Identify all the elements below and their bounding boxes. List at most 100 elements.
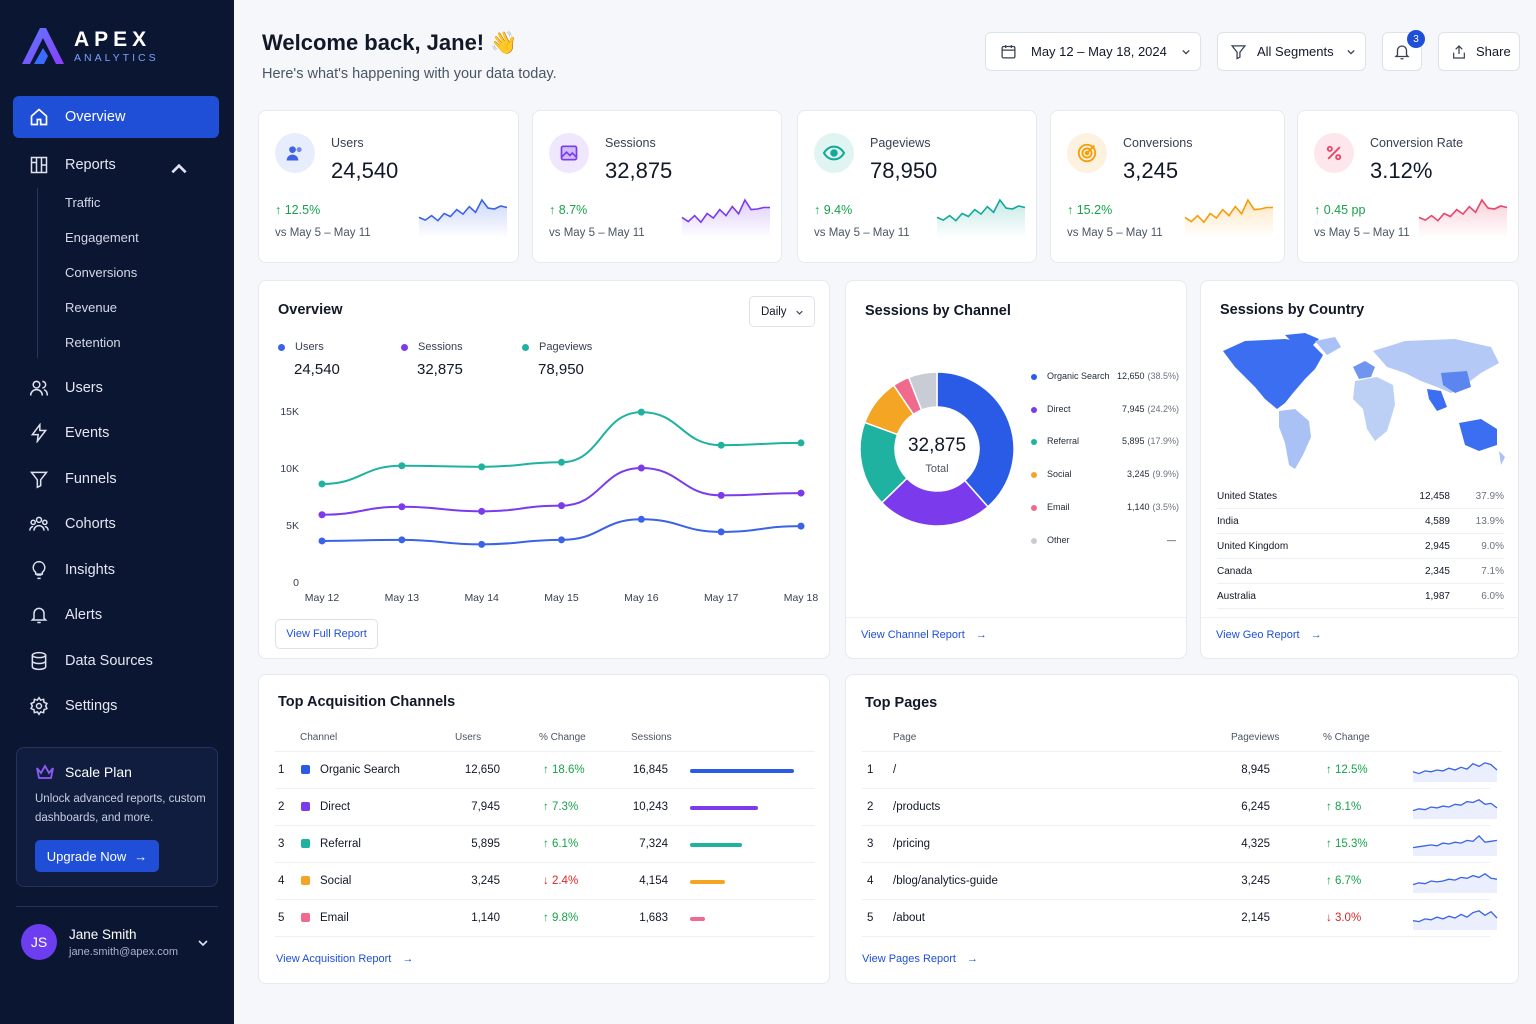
channel-name: Referral — [1047, 436, 1080, 447]
table-row[interactable]: 3 Referral 5,895 ↑ 6.1% 7,324 — [275, 826, 815, 863]
kpi-card-sessions: Sessions 32,875 ↑ 8.7% vs May 5 – May 11 — [532, 110, 782, 263]
sidebar-item-insights[interactable]: Insights — [13, 549, 219, 591]
user-menu[interactable]: JS Jane Smith jane.smith@apex.com — [21, 924, 221, 960]
data-point-users[interactable] — [797, 522, 805, 530]
channel-legend-item: Organic Search 12,650 (38.5%) — [1031, 371, 1181, 385]
data-point-users[interactable] — [637, 515, 645, 523]
sidebar-item-label: Alerts — [65, 607, 103, 623]
channel-name: Social — [1047, 469, 1072, 480]
kpi-change-value: 0.45 pp — [1323, 203, 1366, 217]
row-change: ↓ 2.4% — [543, 875, 579, 887]
sidebar-divider — [16, 906, 218, 907]
data-point-users[interactable] — [717, 528, 725, 536]
sidebar-item-funnels[interactable]: Funnels — [13, 458, 219, 500]
sidebar-item-alerts[interactable]: Alerts — [13, 594, 219, 636]
table-row[interactable]: 5 Email 1,140 ↑ 9.8% 1,683 — [275, 900, 815, 937]
series-line-pageviews — [321, 411, 802, 485]
col-header-page-change: % Change — [1323, 732, 1370, 743]
sidebar-item-events[interactable]: Events — [13, 412, 219, 454]
table-row[interactable]: 5/about 2,145 ↓ 3.0% — [862, 900, 1498, 937]
subnav-item-retention[interactable]: Retention — [65, 335, 121, 350]
sidebar-item-cohorts[interactable]: Cohorts — [13, 503, 219, 545]
logo[interactable]: APEX ANALYTICS — [20, 26, 159, 66]
data-point-pageviews[interactable] — [318, 480, 326, 488]
table-row[interactable]: 4 Social 3,245 ↓ 2.4% 4,154 — [275, 863, 815, 900]
data-point-sessions[interactable] — [797, 489, 805, 497]
data-point-sessions[interactable] — [637, 464, 645, 472]
row-page[interactable]: /products — [893, 801, 941, 813]
segments-dropdown[interactable]: All Segments — [1217, 32, 1366, 71]
period-dropdown[interactable]: Daily — [749, 296, 815, 327]
row-pageviews: 6,245 — [1241, 801, 1270, 813]
data-point-sessions[interactable] — [558, 502, 565, 510]
donut-slice-direct[interactable] — [880, 477, 989, 527]
data-point-pageviews[interactable] — [478, 463, 486, 471]
subnav-item-engagement[interactable]: Engagement — [65, 230, 139, 245]
table-row[interactable]: 4/blog/analytics-guide 3,245 ↑ 6.7% — [862, 863, 1498, 900]
country-row[interactable]: Australia 1,987 6.0% — [1217, 584, 1504, 609]
subnav-item-conversions[interactable]: Conversions — [65, 265, 138, 280]
table-row[interactable]: 2 Direct 7,945 ↑ 7.3% 10,243 — [275, 789, 815, 826]
table-row[interactable]: 2/products 6,245 ↑ 8.1% — [862, 789, 1498, 826]
data-point-sessions[interactable] — [398, 503, 406, 511]
data-point-pageviews[interactable] — [637, 408, 645, 416]
data-point-sessions[interactable] — [478, 507, 486, 515]
date-range-picker[interactable]: May 12 – May 18, 2024 — [985, 32, 1201, 71]
avatar: JS — [21, 924, 57, 960]
kpi-change: ↑ 12.5% — [275, 203, 320, 217]
arrow-right-icon: → — [1310, 629, 1322, 641]
country-row[interactable]: India 4,589 13.9% — [1217, 509, 1504, 534]
share-button[interactable]: Share — [1438, 32, 1520, 71]
channel-color-swatch — [301, 876, 310, 885]
view-channel-report-link[interactable]: View Channel Report → — [861, 629, 987, 641]
view-pages-report-link[interactable]: View Pages Report → — [862, 953, 979, 965]
data-point-users[interactable] — [478, 540, 486, 548]
data-point-sessions[interactable] — [717, 491, 725, 499]
country-row[interactable]: United States 12,458 37.9% — [1217, 484, 1504, 509]
subnav-item-traffic[interactable]: Traffic — [65, 195, 101, 210]
donut-slice-other[interactable] — [907, 371, 938, 411]
country-title: Sessions by Country — [1220, 302, 1365, 318]
sidebar-item-settings[interactable]: Settings — [13, 685, 219, 727]
col-header-channel: Channel — [300, 732, 338, 743]
view-full-report-button[interactable]: View Full Report — [275, 619, 378, 649]
view-geo-report-link[interactable]: View Geo Report → — [1216, 629, 1322, 641]
subnav-item-revenue[interactable]: Revenue — [65, 300, 118, 315]
kpi-change-value: 8.7% — [558, 203, 588, 217]
sidebar-item-data-sources[interactable]: Data Sources — [13, 640, 219, 682]
channel-name: Other — [1047, 534, 1070, 545]
notifications-button[interactable] — [1382, 32, 1422, 71]
country-row[interactable]: Canada 2,345 7.1% — [1217, 559, 1504, 584]
row-page[interactable]: /blog/analytics-guide — [893, 875, 998, 887]
row-page[interactable]: /pricing — [893, 838, 931, 850]
country-row[interactable]: United Kingdom 2,945 9.0% — [1217, 534, 1504, 559]
kpi-value: 32,875 — [605, 158, 673, 183]
data-point-users[interactable] — [398, 536, 406, 544]
sidebar-item-users[interactable]: Users — [13, 367, 219, 409]
arrow-up-icon: ↑ — [549, 203, 559, 217]
table-row[interactable]: 1 Organic Search 12,650 ↑ 18.6% 16,845 — [275, 752, 815, 789]
arrow-down-icon: ↓ — [1326, 912, 1335, 924]
upgrade-button[interactable]: Upgrade Now → — [35, 840, 159, 872]
sidebar-item-reports[interactable]: Reports — [13, 144, 219, 186]
row-page[interactable]: /about — [893, 912, 925, 924]
data-point-pageviews[interactable] — [398, 462, 406, 470]
kpi-icon-wrap — [814, 133, 854, 173]
row-page[interactable]: / — [893, 764, 897, 776]
data-point-pageviews[interactable] — [717, 441, 725, 449]
chevron-up-icon[interactable] — [169, 159, 189, 179]
chevron-down-icon — [1346, 49, 1355, 55]
sidebar-item-overview[interactable]: Overview — [13, 96, 219, 138]
table-row[interactable]: 3/pricing 4,325 ↑ 15.3% — [862, 826, 1498, 863]
table-row[interactable]: 1 / 8,945 ↑ 12.5% — [862, 752, 1498, 789]
data-point-users[interactable] — [558, 536, 565, 544]
data-point-users[interactable] — [318, 537, 326, 545]
donut-slice-organic-search[interactable] — [936, 371, 1015, 508]
row-change: ↑ 18.6% — [543, 764, 585, 776]
channel-name: Direct — [1047, 403, 1071, 414]
data-point-pageviews[interactable] — [797, 439, 805, 447]
data-point-sessions[interactable] — [318, 511, 326, 519]
data-point-pageviews[interactable] — [558, 458, 565, 466]
view-acquisition-report-link[interactable]: View Acquisition Report → — [276, 953, 414, 965]
plan-card: Scale Plan Unlock advanced reports, cust… — [16, 747, 218, 887]
